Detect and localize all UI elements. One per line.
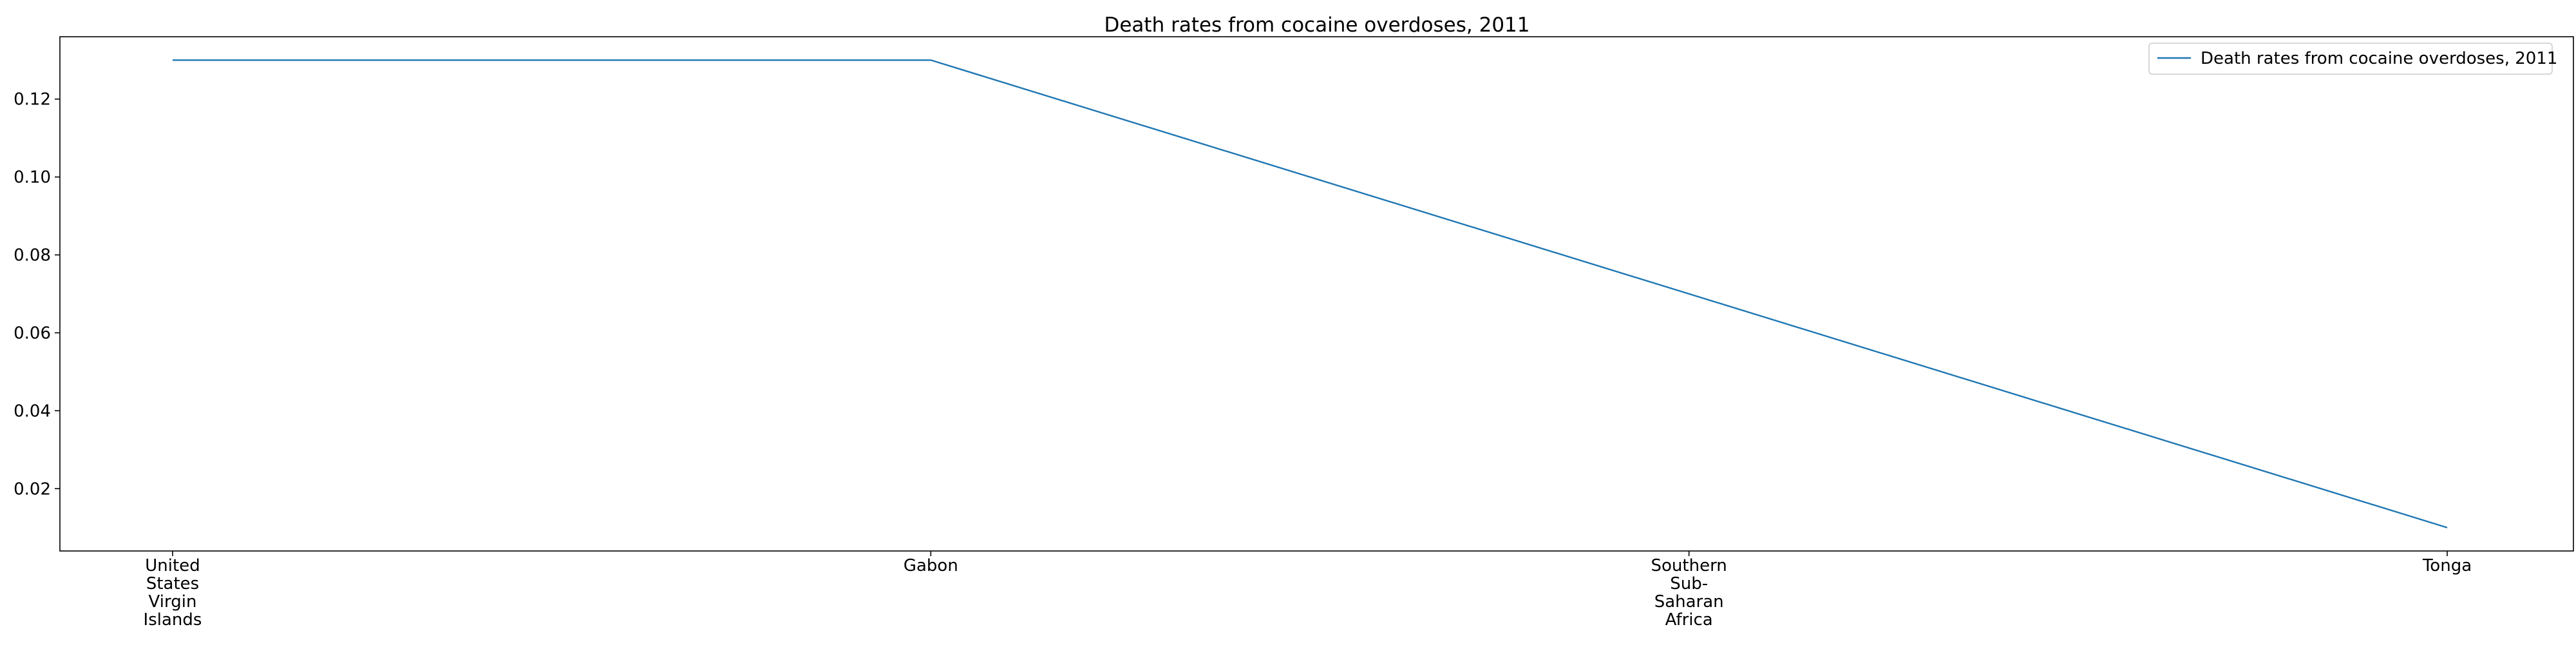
x-tick-label: Tonga — [2422, 556, 2472, 575]
plot-area-frame — [60, 37, 2573, 551]
y-tick-label: 0.06 — [14, 324, 51, 343]
series-layer — [173, 60, 2447, 527]
y-tick-label: 0.12 — [14, 90, 51, 110]
y-tick-label: 0.02 — [14, 479, 51, 499]
series-line — [173, 60, 2447, 527]
y-tick-label: 0.08 — [14, 246, 51, 266]
legend: Death rates from cocaine overdoses, 2011 — [2149, 43, 2557, 74]
y-axis: 0.02 0.04 0.06 0.08 0.10 0.12 — [14, 90, 60, 499]
x-tick-label: Gabon — [904, 556, 958, 575]
y-tick-label: 0.10 — [14, 168, 51, 188]
chart-title: Death rates from cocaine overdoses, 2011 — [1104, 14, 1530, 37]
legend-label: Death rates from cocaine overdoses, 2011 — [2201, 49, 2557, 68]
y-tick-label: 0.04 — [14, 401, 51, 421]
